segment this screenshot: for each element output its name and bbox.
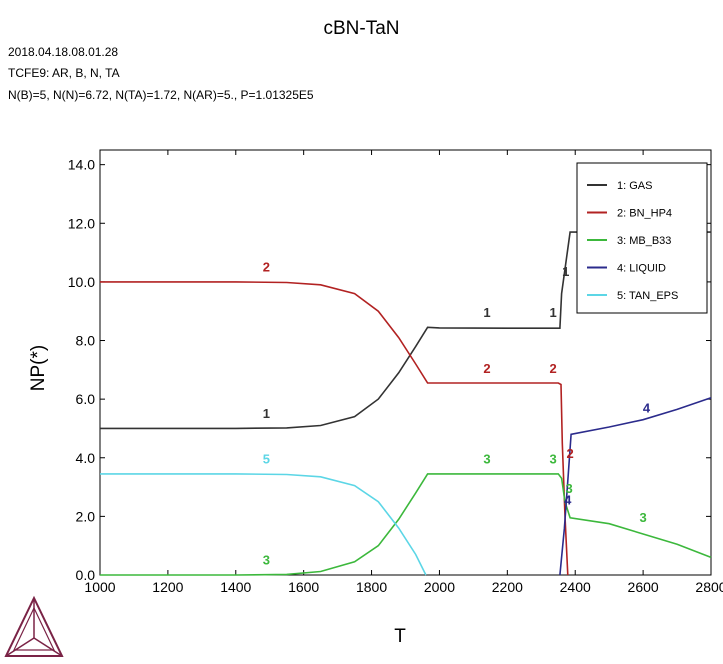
curve-label-3: 3	[483, 452, 490, 467]
curve-label-3: 3	[639, 510, 646, 525]
curve-label-1: 1	[483, 305, 490, 320]
curve-label-4: 4	[643, 400, 651, 415]
series-line-3	[100, 473, 712, 576]
x-tick-label: 1600	[288, 579, 319, 595]
thermo-calc-logo	[4, 595, 64, 657]
x-tick-label: 2600	[628, 579, 659, 595]
y-tick-label: 2.0	[76, 508, 96, 524]
curve-label-1: 1	[562, 264, 569, 279]
legend-entry-2: 2: BN_HP4	[617, 208, 672, 220]
curve-label-4: 4	[564, 493, 572, 508]
series-line-4	[559, 396, 712, 576]
conditions-line: N(B)=5, N(N)=6.72, N(TA)=1.72, N(AR)=5.,…	[8, 88, 314, 102]
curve-label-1: 1	[550, 305, 557, 320]
curve-label-3: 3	[263, 553, 270, 568]
legend-box	[576, 162, 708, 314]
legend-entry-3: 3: MB_B33	[617, 235, 671, 247]
curve-label-3: 3	[550, 452, 557, 467]
legend-entry-1: 1: GAS	[617, 180, 652, 192]
curve-label-2: 2	[263, 260, 270, 275]
series-line-1	[100, 231, 711, 430]
y-tick-label: 0.0	[76, 567, 96, 583]
series-layer	[100, 231, 712, 576]
axis-titles: T NP(*)	[28, 345, 406, 647]
curve-label-1: 1	[263, 406, 270, 421]
curve-label-5: 5	[263, 452, 270, 467]
y-axis-label: NP(*)	[28, 345, 49, 391]
x-tick-label: 2200	[492, 579, 523, 595]
y-tick-label: 4.0	[76, 450, 96, 466]
x-tick-label: 2800	[695, 579, 723, 595]
curve-label-2: 2	[483, 361, 490, 376]
x-axis-label: T	[394, 626, 406, 647]
database-line: TCFE9: AR, B, N, TA	[8, 66, 120, 80]
curve-label-2: 2	[567, 446, 574, 461]
timestamp-line: 2018.04.18.08.01.28	[8, 45, 119, 59]
legend-entry-5: 5: TAN_EPS	[617, 290, 678, 302]
x-tick-label: 2000	[424, 579, 455, 595]
y-tick-label: 10.0	[68, 274, 95, 290]
axes-layer: 1000 1200 1400 1600 1800 2000 2200 2400 2600 2800…	[68, 149, 723, 595]
curve-label-2: 2	[550, 361, 557, 376]
legend: 1: GAS 2: BN_HP4 3: MB_B33 4: LIQUID 5: TAN_…	[576, 162, 708, 314]
y-tick-label: 12.0	[68, 215, 95, 231]
x-tick-label: 1000	[84, 579, 115, 595]
curve-label-3: 3	[565, 481, 572, 496]
series-line-2	[100, 281, 569, 576]
chart-title: cBN-TaN	[323, 18, 400, 39]
x-tick-label: 1400	[220, 579, 251, 595]
y-tick-label: 6.0	[76, 391, 96, 407]
series-line-5	[100, 473, 427, 576]
y-tick-label: 8.0	[76, 333, 96, 349]
y-tick-label: 14.0	[68, 157, 95, 173]
x-tick-label: 1800	[356, 579, 387, 595]
legend-entry-4: 4: LIQUID	[617, 263, 666, 275]
x-tick-label: 2400	[560, 579, 591, 595]
x-tick-label: 1200	[152, 579, 183, 595]
plot-frame	[99, 149, 712, 576]
